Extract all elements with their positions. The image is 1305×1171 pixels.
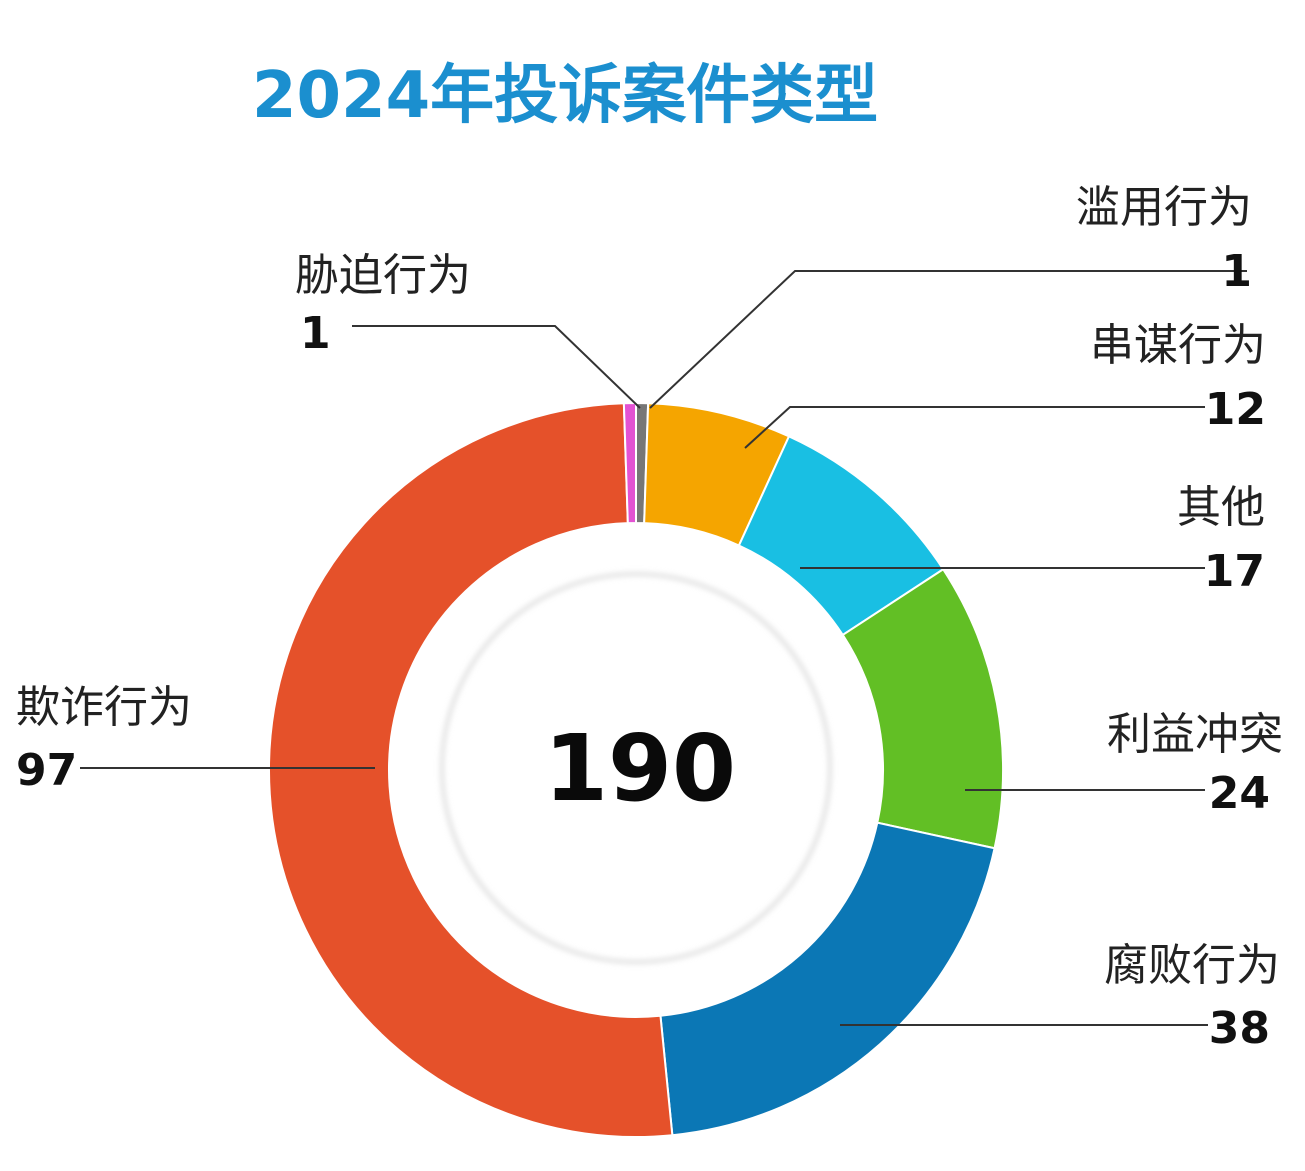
donut-slices bbox=[268, 401, 1004, 1138]
label-fraud-name: 欺诈行为 bbox=[16, 682, 192, 733]
label-other-value: 17 bbox=[1204, 546, 1265, 597]
label-coercion-name: 胁迫行为 bbox=[295, 250, 471, 301]
total-value: 190 bbox=[544, 715, 736, 822]
label-abuse-value: 1 bbox=[1221, 246, 1252, 297]
label-other-name: 其他 bbox=[1177, 482, 1265, 533]
leader-lines bbox=[80, 270, 1247, 1026]
label-collusion-value: 12 bbox=[1205, 384, 1266, 435]
label-abuse-name: 滥用行为 bbox=[1076, 182, 1252, 233]
leader-line-abuse bbox=[649, 270, 1247, 409]
label-conflict-name: 利益冲突 bbox=[1107, 709, 1283, 760]
label-coercion-value: 1 bbox=[300, 308, 331, 359]
donut-slice-4 bbox=[659, 821, 996, 1137]
center-ring bbox=[440, 572, 832, 964]
donut-slice-6 bbox=[622, 401, 637, 525]
leader-line-coercion bbox=[352, 325, 641, 409]
label-corruption-value: 38 bbox=[1209, 1003, 1270, 1054]
leader-line-collusion bbox=[744, 406, 1205, 449]
label-collusion-name: 串谋行为 bbox=[1090, 320, 1266, 371]
label-fraud-value: 97 bbox=[16, 745, 77, 796]
donut-slice-5 bbox=[268, 402, 674, 1138]
chart-title: 2024年投诉案件类型 bbox=[252, 59, 878, 133]
label-conflict-value: 24 bbox=[1209, 768, 1270, 819]
label-corruption-name: 腐败行为 bbox=[1104, 940, 1280, 991]
slice-labels: 滥用行为 1 串谋行为 12 其他 17 利益冲突 24 腐败行为 38 欺诈行… bbox=[16, 182, 1283, 1054]
